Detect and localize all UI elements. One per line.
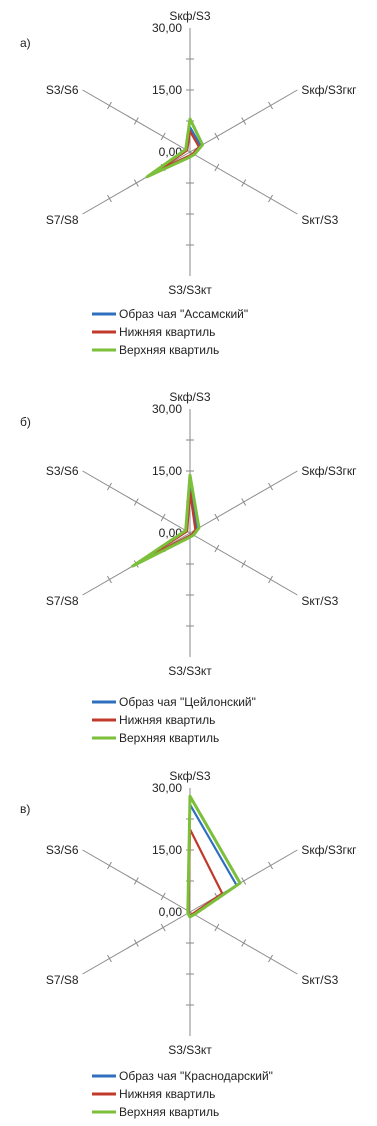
axis-label: Sкт/S3 <box>301 594 338 608</box>
axis-tick <box>107 482 112 491</box>
axis-label: S3/S6 <box>46 843 79 857</box>
axis-label: Sкф/S3 <box>169 9 210 23</box>
legend-label: Образ чая "Ассамский" <box>119 307 248 321</box>
legend-label: Верхняя квартиль <box>119 731 219 745</box>
radar-chart-3: в) Sкф/S3 Sкф/S3гкг Sкт/S3 S3/S3кт S7/S8 S3/S6… <box>20 769 357 1119</box>
axis-tick <box>214 923 220 932</box>
radar-chart-2: б) Sкф/S3 Sкф/S3гкг Sкт/S3 S3/S3кт S7/S8 S3/S6… <box>20 390 357 745</box>
series-polygon <box>131 473 201 568</box>
legend-label: Верхняя квартиль <box>119 343 219 357</box>
tick-label: 30,00 <box>152 781 182 795</box>
axis-label: S3/S3кт <box>168 1043 212 1057</box>
axis-tick <box>160 923 166 932</box>
axis-tick <box>214 513 220 522</box>
tick-label: 15,00 <box>152 464 182 478</box>
series-polygon <box>145 117 205 179</box>
panel-label: а) <box>20 36 31 50</box>
axis-tick <box>241 117 247 125</box>
axis-label: S3/S3кт <box>168 283 212 297</box>
axis-label: Sкф/S3 <box>169 769 210 783</box>
axis-tick <box>133 179 139 187</box>
axis-tick <box>133 877 139 885</box>
panel-label: в) <box>20 802 30 816</box>
axis-tick <box>268 861 273 870</box>
axis-tick <box>160 892 166 901</box>
legend-label: Образ чая "Цейлонский" <box>119 695 256 709</box>
axis-tick <box>133 117 139 125</box>
axis-label: S7/S8 <box>46 594 79 608</box>
axis-tick <box>133 939 139 947</box>
axis-tick <box>107 101 112 110</box>
radar-chart-1: а) Sкф/S3 Sкф/S3гкг Sкт/S3 S3/S3кт S7/S8 S3/S6… <box>20 9 357 357</box>
legend-label: Образ чая "Краснодарский" <box>119 1069 273 1083</box>
axis-tick <box>214 132 220 141</box>
axis-tick <box>214 163 220 172</box>
axis-label: Sкф/S3гкг <box>301 83 357 97</box>
tick-label: 30,00 <box>152 21 182 35</box>
axis-tick <box>160 513 166 522</box>
legend-label: Нижняя квартиль <box>119 713 215 727</box>
axis-label: Sкф/S3гкг <box>301 464 357 478</box>
axis-tick <box>107 954 112 963</box>
axis-label: Sкт/S3 <box>301 213 338 227</box>
axis-tick <box>241 560 247 568</box>
axis-label: S3/S3кт <box>168 664 212 678</box>
axis-tick <box>268 482 273 491</box>
axis-tick <box>241 939 247 947</box>
axis-label: S3/S6 <box>46 83 79 97</box>
axis-label: S3/S6 <box>46 464 79 478</box>
axis-tick <box>107 861 112 870</box>
axis-tick <box>160 132 166 141</box>
tick-label: 15,00 <box>152 843 182 857</box>
legend-label: Нижняя квартиль <box>119 1087 215 1101</box>
axis-tick <box>107 575 112 584</box>
tick-label: 0,00 <box>159 905 183 919</box>
legend-label: Нижняя квартиль <box>119 325 215 339</box>
axis-tick <box>268 101 273 110</box>
tick-label: 30,00 <box>152 402 182 416</box>
axis-label: Sкф/S3гкг <box>301 843 357 857</box>
axis-label: Sкт/S3 <box>301 973 338 987</box>
tick-label: 15,00 <box>152 83 182 97</box>
axis-label: Sкф/S3 <box>169 390 210 404</box>
panel-label: б) <box>20 415 31 429</box>
axis-tick <box>268 575 273 584</box>
axis-tick <box>268 954 273 963</box>
series-polygon <box>186 794 242 919</box>
axis-tick <box>107 194 112 203</box>
axis-tick <box>241 498 247 506</box>
axis-label: S7/S8 <box>46 973 79 987</box>
axis-tick <box>268 194 273 203</box>
axis-tick <box>241 179 247 187</box>
axis-tick <box>214 544 220 553</box>
axis-tick <box>133 498 139 506</box>
legend-label: Верхняя квартиль <box>119 1105 219 1119</box>
axis-label: S7/S8 <box>46 213 79 227</box>
axis-tick <box>241 877 247 885</box>
